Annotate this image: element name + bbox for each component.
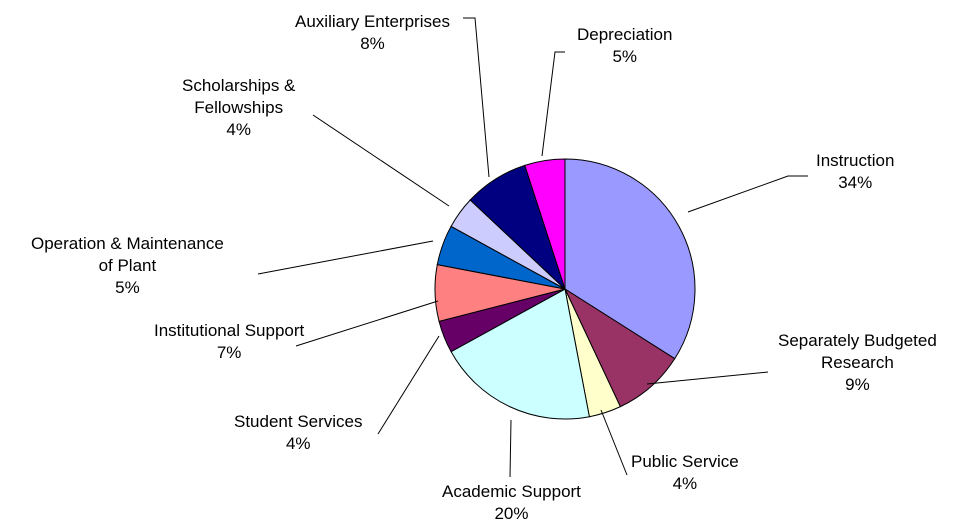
leader-line-academic-support — [509, 419, 512, 478]
pie-slice-depreciation — [524, 158, 566, 290]
data-label-depreciation: Depreciation 5% — [577, 24, 672, 68]
pie-slice-academic-support — [450, 288, 590, 420]
data-label-separately-budgeted-research: Separately Budgeted Research 9% — [778, 330, 937, 396]
slice-percent: 20% — [494, 504, 529, 523]
leader-line-student-services — [377, 335, 440, 435]
data-label-academic-support: Academic Support 20% — [442, 481, 581, 525]
pie-slice-instruction — [564, 158, 696, 360]
slice-name-line: Institutional Support — [154, 321, 305, 340]
slice-name-line: Auxiliary Enterprises — [295, 12, 450, 31]
slice-percent: 8% — [360, 34, 385, 53]
slice-percent: 9% — [845, 375, 870, 394]
slice-percent: 4% — [285, 434, 311, 453]
slice-percent: 7% — [216, 343, 242, 362]
leader-line-depreciation — [541, 51, 565, 157]
slice-name-line: Operation & Maintenance — [31, 234, 224, 253]
leader-line-separately-budgeted-research — [646, 371, 769, 385]
slice-name-line: Public Service — [631, 452, 739, 471]
slice-name-line: Student Services — [234, 412, 363, 431]
slice-name-line: Fellowships — [194, 98, 284, 117]
leader-line-institutional-support — [295, 300, 439, 347]
slice-name-line: Research — [821, 353, 894, 372]
slice-percent: 5% — [115, 278, 140, 297]
slice-percent: 4% — [226, 120, 251, 139]
leader-line-scholarships-and-fellowships — [312, 114, 450, 207]
leader-line-public-service — [600, 409, 628, 476]
slice-name-line: Scholarships & — [182, 76, 296, 95]
data-label-instruction: Instruction 34% — [816, 150, 894, 194]
slice-name-line: Depreciation — [577, 25, 673, 44]
data-label-institutional-support: Institutional Support 7% — [154, 320, 304, 364]
leader-line-auxiliary-enterprises — [463, 17, 490, 178]
slice-percent: 5% — [612, 47, 638, 66]
slice-percent: 34% — [838, 173, 873, 192]
data-label-auxiliary-enterprises: Auxiliary Enterprises 8% — [295, 11, 450, 55]
data-label-student-services: Student Services 4% — [234, 411, 363, 455]
leader-line-instruction — [687, 175, 808, 213]
data-label-scholarships-and-fellowships: Scholarships & Fellowships 4% — [182, 75, 295, 141]
data-label-operation-and-maintenance-of-plant: Operation & Maintenance of Plant 5% — [31, 233, 224, 299]
slice-percent: 4% — [672, 474, 698, 493]
slice-name-line: Separately Budgeted — [778, 331, 937, 350]
slice-name-line: of Plant — [98, 256, 157, 275]
data-label-public-service: Public Service 4% — [631, 451, 739, 495]
slice-name-line: Instruction — [816, 151, 895, 170]
leader-line-operation-and-maintenance-of-plant — [257, 240, 434, 275]
slice-name-line: Academic Support — [442, 482, 581, 501]
